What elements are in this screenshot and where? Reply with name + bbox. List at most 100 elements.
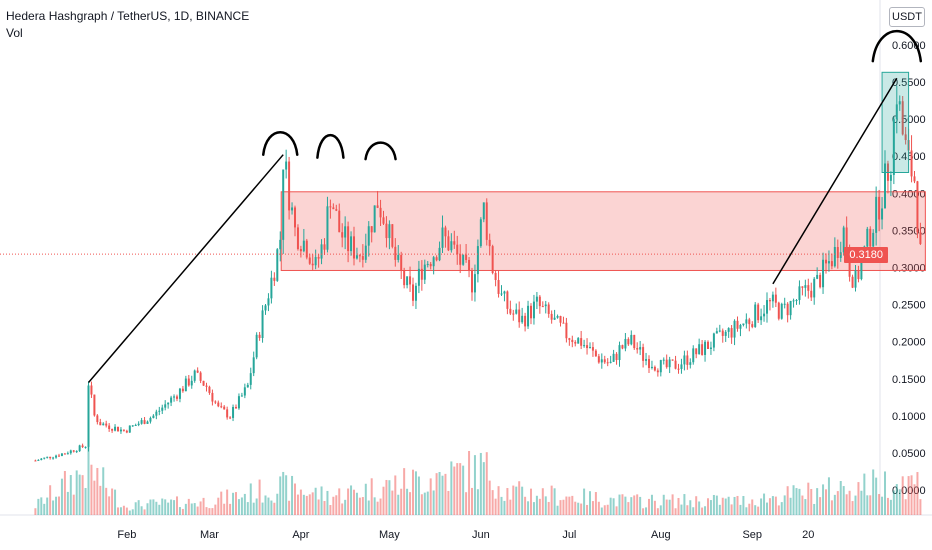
volume-bar (591, 501, 594, 515)
candle-body (892, 119, 895, 175)
candle-body (639, 347, 642, 350)
candle-body (854, 270, 857, 288)
currency-unit-button[interactable]: USDT (889, 7, 925, 27)
x-tick-label: Aug (651, 529, 671, 541)
volume-bar (379, 498, 382, 515)
volume-bar (819, 497, 822, 515)
volume-bar (518, 481, 521, 515)
volume-bar (385, 479, 388, 515)
candle-body (636, 348, 639, 350)
candle-body (860, 259, 863, 280)
candle-body (370, 226, 373, 233)
candle-body (739, 325, 742, 329)
volume-bar (892, 490, 895, 515)
candle-body (627, 338, 630, 345)
candle-body (901, 101, 904, 135)
candle-body (910, 150, 913, 177)
volume-bar (630, 497, 633, 515)
volume-bar (583, 488, 586, 515)
volume-bar (87, 444, 90, 515)
candle-body (294, 207, 296, 228)
trend-line-right (772, 77, 898, 285)
candle-body (845, 227, 848, 255)
volume-bar (494, 498, 497, 515)
candle-body (311, 263, 314, 266)
volume-bar (615, 506, 618, 515)
candle-body (645, 359, 648, 361)
candle-body (456, 244, 459, 255)
volume-bar (872, 469, 875, 515)
candle-body (438, 247, 441, 261)
candle-body (532, 301, 535, 319)
volume-bar (49, 485, 52, 515)
volume-bar (81, 475, 84, 515)
candle-body (884, 163, 886, 209)
volume-bar (485, 452, 488, 515)
candle-body (131, 425, 134, 427)
volume-bar (361, 497, 364, 515)
x-tick-label: Jun (472, 529, 490, 541)
candle-body (621, 345, 624, 349)
candle-body (766, 300, 768, 314)
volume-bar (311, 492, 314, 515)
candle-body (698, 344, 701, 355)
volume-bar (117, 507, 119, 515)
volume-bar (52, 500, 55, 515)
volume-bar (786, 486, 789, 515)
candle-body (547, 304, 550, 314)
volume-bar (285, 475, 288, 515)
candle-body (240, 395, 243, 397)
candle-body (52, 457, 55, 459)
volume-bar (683, 494, 686, 515)
volume-bar (662, 494, 665, 515)
volume-bar (105, 487, 108, 515)
volume-bar (178, 507, 181, 515)
candle-body (258, 334, 261, 339)
candle-body (164, 404, 167, 408)
volume-bar (388, 480, 391, 515)
candle-body (338, 210, 341, 233)
candle-body (659, 360, 662, 373)
candle-body (288, 161, 291, 211)
y-tick-label: 0.2500 (892, 300, 926, 312)
candle-body (827, 261, 830, 264)
volume-bar (704, 506, 707, 515)
candle-body (801, 286, 804, 288)
candle-body (559, 316, 562, 323)
candle-body (114, 426, 117, 431)
candle-body (606, 362, 609, 364)
candle-body (176, 396, 178, 399)
candle-body (485, 202, 488, 240)
volume-bar (72, 494, 75, 515)
candle-body (412, 284, 414, 301)
volume-bar (801, 495, 804, 515)
candle-body (361, 256, 364, 260)
candle-body (857, 270, 860, 280)
candle-body (193, 370, 196, 381)
candle-body (583, 345, 586, 347)
volume-bar (412, 469, 414, 515)
volume-bar (237, 499, 240, 515)
volume-bar (792, 485, 795, 515)
volume-bar (606, 504, 609, 515)
volume-bar (358, 497, 361, 515)
volume-bar (267, 497, 270, 515)
volume-bar (471, 487, 473, 515)
volume-bar (46, 497, 49, 515)
volume-bar (733, 496, 736, 515)
volume-bar (264, 495, 267, 515)
candle-body (285, 161, 288, 170)
candle-body (90, 385, 93, 395)
candle-body (49, 456, 52, 459)
volume-bar (574, 501, 577, 515)
candle-body (668, 359, 671, 368)
volume-bar (671, 494, 674, 515)
volume-bar (589, 491, 591, 515)
candle-body (742, 323, 745, 326)
candle-body (783, 303, 786, 305)
candle-body (789, 300, 792, 316)
volume-bar (653, 500, 656, 515)
volume-bar (232, 492, 235, 515)
volume-bar (901, 476, 904, 515)
